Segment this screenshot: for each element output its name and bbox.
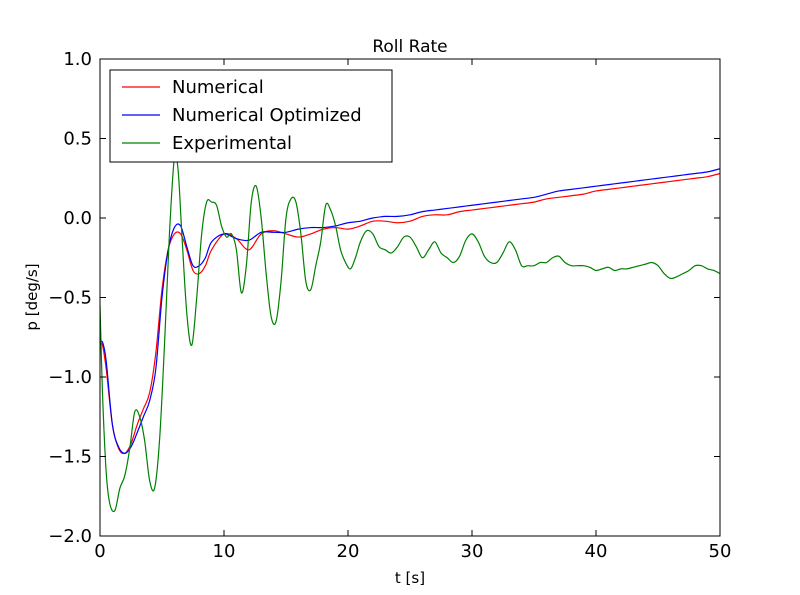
y-tick-label: −0.5 bbox=[48, 288, 92, 309]
x-axis: 0 10 20 30 40 50 bbox=[94, 59, 731, 562]
x-tick-label: 40 bbox=[585, 541, 608, 562]
x-tick-label: 50 bbox=[709, 541, 732, 562]
y-tick-label: 0.0 bbox=[63, 208, 92, 229]
series-layer bbox=[100, 152, 720, 513]
series-line-numerical bbox=[100, 172, 720, 455]
y-tick-label: −2.0 bbox=[48, 526, 92, 547]
legend-frame bbox=[109, 69, 393, 163]
x-axis-label: t [s] bbox=[395, 569, 425, 587]
legend-entry-label: Numerical Optimized bbox=[172, 105, 362, 126]
y-axis-label: p [deg/s] bbox=[23, 263, 41, 330]
series-line-numerical-optimized bbox=[100, 168, 720, 454]
x-tick-label: 20 bbox=[337, 541, 360, 562]
x-tick-label: 10 bbox=[213, 541, 236, 562]
x-tick-label: 30 bbox=[461, 541, 484, 562]
legend: Numerical Numerical Optimized Experimental bbox=[109, 69, 393, 163]
series-line-experimental bbox=[100, 152, 720, 513]
chart-title: Roll Rate bbox=[372, 37, 447, 57]
y-tick-label: −1.5 bbox=[48, 447, 92, 468]
legend-entry-label: Experimental bbox=[172, 133, 292, 154]
y-tick-label: 0.5 bbox=[63, 129, 92, 150]
y-axis: −2.0 −1.5 −1.0 −0.5 0.0 0.5 1.0 bbox=[48, 49, 720, 547]
x-tick-label: 0 bbox=[94, 541, 105, 562]
y-tick-label: −1.0 bbox=[48, 367, 92, 388]
legend-entry-label: Numerical bbox=[172, 77, 264, 98]
y-tick-label: 1.0 bbox=[63, 49, 92, 70]
